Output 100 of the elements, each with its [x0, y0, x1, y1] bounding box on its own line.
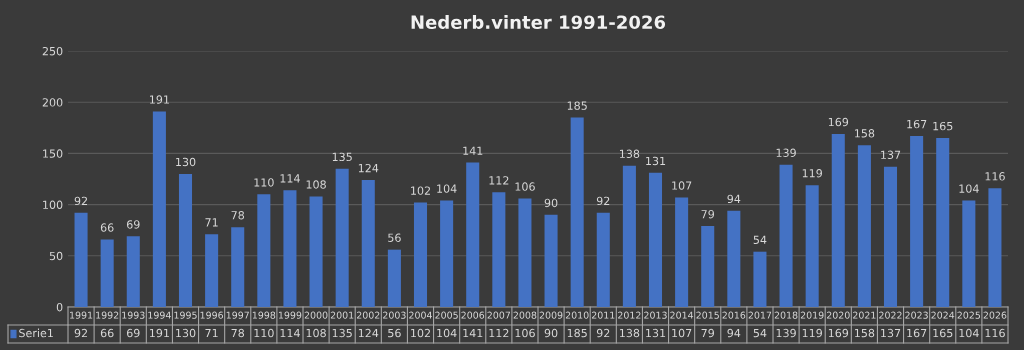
bar	[701, 226, 715, 307]
x-tick-label: 2007	[487, 311, 511, 319]
x-tick-label: 2024	[931, 311, 955, 319]
x-tick-label: 2018	[774, 311, 798, 319]
x-tick-label: 2025	[957, 311, 981, 319]
bar	[883, 166, 898, 307]
data-label: 104	[959, 184, 979, 193]
data-label: 108	[306, 180, 326, 189]
bar	[309, 196, 323, 307]
text: 165	[933, 328, 953, 338]
bar	[387, 249, 401, 307]
text: 139	[776, 328, 796, 338]
data-label: 79	[701, 209, 715, 219]
chart-title: Nederb.vinter 1991-2026	[411, 15, 666, 30]
bar	[596, 212, 610, 307]
bar	[779, 164, 793, 307]
data-label: 135	[332, 152, 352, 162]
bar	[257, 194, 271, 307]
x-tick-label: 2005	[435, 311, 458, 319]
text: 191	[150, 328, 169, 338]
data-label: 78	[231, 211, 245, 220]
bar	[570, 117, 584, 307]
text: 185	[567, 328, 587, 338]
bar	[413, 202, 428, 307]
y-tick-label: 200	[42, 98, 63, 107]
data-label: 107	[672, 181, 692, 190]
data-label: 165	[933, 121, 953, 131]
data-label: 102	[411, 186, 430, 195]
text: 66	[100, 328, 114, 338]
bar	[440, 200, 454, 307]
text: 124	[358, 328, 379, 338]
data-label: 119	[802, 169, 822, 178]
text: 131	[646, 328, 666, 338]
x-tick-label: 2009	[539, 311, 563, 319]
bar	[544, 214, 558, 307]
text: 135	[332, 328, 352, 338]
x-tick-label: 2022	[879, 311, 902, 319]
text: 104	[437, 328, 457, 338]
bar	[231, 227, 245, 307]
x-tick-label: 2026	[983, 311, 1007, 319]
y-tick-label: 50	[49, 251, 63, 261]
data-label: 185	[567, 101, 587, 110]
text: 116	[985, 328, 1005, 338]
x-tick-label: 2001	[330, 311, 354, 319]
text: 94	[727, 328, 741, 338]
bar	[753, 251, 767, 307]
text: 90	[544, 328, 558, 338]
text: 158	[855, 328, 875, 338]
bar	[962, 200, 976, 307]
data-label: 138	[620, 149, 640, 158]
bar	[126, 236, 140, 307]
bar	[727, 210, 741, 307]
x-tick-label: 2014	[670, 311, 694, 319]
bar	[100, 239, 114, 307]
bar	[988, 188, 1002, 307]
text: 106	[515, 328, 535, 338]
data-label: 106	[515, 182, 535, 191]
x-tick-label: 2010	[565, 311, 589, 319]
bar	[622, 165, 636, 307]
bar	[74, 212, 88, 307]
data-label: 66	[100, 223, 114, 232]
bar	[675, 197, 689, 307]
text: 78	[231, 328, 245, 338]
text: 114	[280, 328, 300, 338]
text: 108	[306, 328, 326, 338]
bar	[361, 180, 375, 307]
data-label: 130	[176, 157, 196, 167]
x-tick-label: 2021	[853, 311, 876, 319]
bar	[178, 173, 193, 307]
bar	[936, 138, 950, 307]
text: 92	[74, 328, 88, 338]
x-tick-label: 2000	[304, 311, 328, 319]
y-tick-label: 150	[43, 149, 63, 158]
x-tick-label: 2015	[696, 311, 719, 319]
data-label: 141	[463, 146, 483, 155]
x-tick-label: 2016	[722, 311, 746, 319]
data-label: 124	[358, 163, 379, 173]
bar	[805, 185, 819, 307]
text: 130	[176, 328, 196, 338]
bar	[910, 135, 924, 307]
data-label: 116	[985, 172, 1005, 181]
x-tick-label: 2008	[513, 311, 537, 319]
text: 112	[489, 328, 509, 338]
bar	[648, 172, 663, 307]
data-label: 167	[907, 119, 927, 129]
text: 69	[126, 328, 140, 338]
x-tick-label: 2011	[591, 311, 615, 319]
x-tick-label: 1992	[96, 311, 119, 319]
x-tick-label: 2003	[383, 311, 406, 319]
y-tick-label: 100	[43, 200, 63, 209]
text: 71	[205, 328, 218, 338]
x-tick-label: 1993	[122, 311, 145, 319]
data-label: 56	[388, 233, 401, 242]
data-label: 92	[596, 196, 610, 206]
data-label: 137	[881, 150, 901, 159]
x-tick-label: 2017	[748, 311, 772, 319]
x-tick-label: 1997	[226, 311, 249, 319]
data-label: 54	[753, 235, 767, 244]
text: 54	[753, 328, 767, 338]
bar	[518, 198, 532, 307]
